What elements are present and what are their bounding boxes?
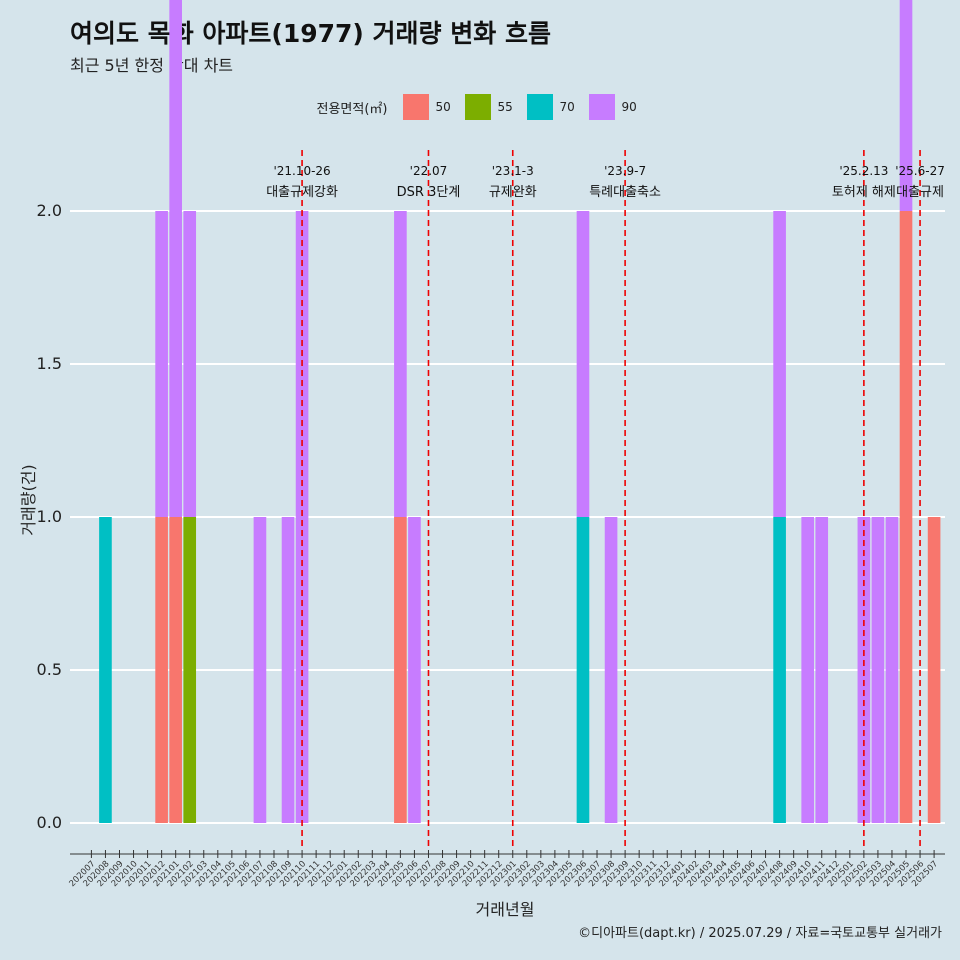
legend-key-70 — [527, 94, 554, 120]
bar-90-202503 — [871, 517, 885, 823]
y-tick-label: 0.0 — [37, 813, 62, 832]
bar-90-202504 — [885, 517, 899, 823]
y-axis-title: 거래량(건) — [19, 464, 38, 535]
legend-label-50: 50 — [435, 100, 451, 114]
legend-key-90 — [589, 94, 616, 120]
bar-50-202505 — [899, 211, 913, 823]
bar-90-202102 — [183, 211, 197, 517]
bar-90-202109 — [281, 517, 295, 823]
legend-key-50 — [403, 94, 430, 120]
bar-70-202408 — [773, 517, 786, 823]
event-date: '23.1-3 — [492, 164, 534, 178]
event-label: 규제완화 — [489, 185, 537, 200]
bar-90-202306 — [576, 211, 590, 517]
event-date: '23.9-7 — [604, 164, 646, 178]
bar-90-202206 — [408, 517, 421, 823]
y-tick-label: 1.5 — [37, 354, 62, 373]
legend-label-55: 55 — [497, 100, 513, 114]
bar-50-202205 — [394, 517, 407, 823]
event-date: '21.10-26 — [273, 164, 330, 178]
y-tick-label: 2.0 — [37, 201, 62, 220]
bar-90-202408 — [773, 211, 786, 517]
legend: 전용면적(㎡) 50 55 70 90 — [0, 92, 960, 122]
bar-90-202411 — [815, 517, 829, 823]
bar-90-202308 — [604, 517, 618, 823]
event-label: 토허제 해제 — [832, 185, 896, 200]
bar-50-202507 — [927, 517, 941, 823]
legend-key-55 — [465, 94, 492, 120]
chart-title: 여의도 목화 아파트(1977) 거래량 변화 흐름 — [70, 19, 551, 48]
bar-50-202101 — [169, 517, 182, 823]
chart-subtitle: 최근 5년 한정 확대 차트 — [70, 56, 234, 75]
event-label: 특례대출축소 — [589, 185, 661, 200]
event-date: '25.2.13 — [839, 164, 888, 178]
legend-title: 전용면적(㎡) — [316, 101, 388, 117]
bar-90-202410 — [801, 517, 815, 823]
legend-label-90: 90 — [621, 100, 637, 114]
bar-90-202101 — [169, 0, 182, 517]
event-date: '22.07 — [410, 164, 448, 178]
bar-70-202306 — [576, 517, 590, 823]
bar-90-202107 — [253, 517, 267, 823]
bar-90-202505 — [899, 0, 913, 211]
bar-90-202012 — [155, 211, 168, 517]
chart-caption: ©디아파트(dapt.kr) / 2025.07.29 / 자료=국토교통부 실… — [578, 926, 942, 941]
legend-label-70: 70 — [559, 100, 575, 114]
event-label: 대출규제 — [896, 185, 944, 200]
bar-90-202110 — [295, 211, 309, 823]
bar-90-202205 — [394, 211, 407, 517]
bar-55-202102 — [183, 517, 197, 823]
x-axis-title: 거래년월 — [476, 900, 535, 919]
y-tick-label: 0.5 — [37, 660, 62, 679]
bar-50-202012 — [155, 517, 168, 823]
event-label: 대출규제강화 — [266, 185, 338, 200]
y-tick-label: 1.0 — [37, 507, 62, 526]
event-label: DSR 3단계 — [397, 185, 461, 200]
event-date: '25.6-27 — [895, 164, 945, 178]
bar-70-202008 — [99, 517, 112, 823]
